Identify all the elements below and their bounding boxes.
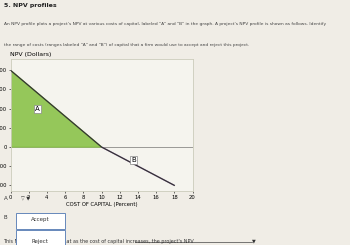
Text: the range of costs (ranges labeled "A" and "B") of capital that a firm would use: the range of costs (ranges labeled "A" a…	[4, 43, 249, 47]
Text: A: A	[35, 106, 40, 112]
Text: B: B	[131, 158, 136, 163]
Text: Reject: Reject	[32, 239, 49, 244]
Polygon shape	[102, 147, 174, 185]
Text: Accept: Accept	[31, 217, 50, 222]
FancyBboxPatch shape	[16, 231, 65, 245]
FancyBboxPatch shape	[16, 213, 65, 229]
Text: NPV (Dollars): NPV (Dollars)	[10, 52, 52, 57]
X-axis label: COST OF CAPITAL (Percent): COST OF CAPITAL (Percent)	[66, 202, 137, 207]
Text: An NPV profile plots a project's NPV at various costs of capital, labeled "A" an: An NPV profile plots a project's NPV at …	[4, 22, 326, 25]
Text: This NP   demonstrates that as the cost of capital increases, the project's NPV: This NP demonstrates that as the cost of…	[4, 239, 194, 244]
Text: A: A	[4, 196, 7, 201]
Text: ▼: ▼	[252, 239, 256, 244]
Text: B: B	[4, 215, 7, 220]
Polygon shape	[10, 70, 102, 147]
Text: 5. NPV profiles: 5. NPV profiles	[4, 3, 56, 8]
Text: ▽ ▼: ▽ ▼	[21, 196, 30, 201]
